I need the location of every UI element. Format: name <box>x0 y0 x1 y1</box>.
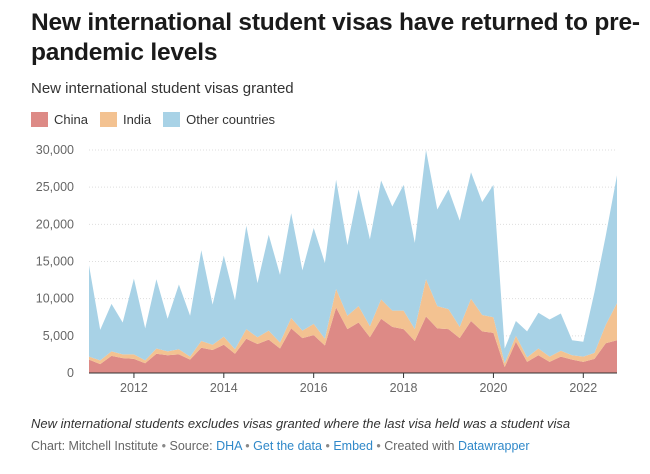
area-other-countries <box>89 150 617 364</box>
legend: China India Other countries <box>31 112 287 127</box>
y-tick-label: 25,000 <box>36 180 74 194</box>
legend-label-china: China <box>54 112 88 127</box>
x-tick-label: 2014 <box>210 381 238 395</box>
legend-swatch-india <box>99 112 117 127</box>
area-china <box>89 307 617 373</box>
source-link[interactable]: DHA <box>216 439 242 453</box>
area-india <box>89 279 617 368</box>
x-tick-label: 2012 <box>120 381 148 395</box>
chart-title: New international student visas have ret… <box>31 9 640 66</box>
created-with: Created with <box>384 439 455 453</box>
separator: • <box>245 439 250 453</box>
y-tick-label: 15,000 <box>36 255 74 269</box>
legend-item-india: India <box>99 112 152 127</box>
embed-link[interactable]: Embed <box>333 439 373 453</box>
legend-item-other-countries: Other countries <box>163 112 275 127</box>
x-tick-label: 2022 <box>569 381 597 395</box>
separator: • <box>376 439 381 453</box>
x-tick-label: 2020 <box>480 381 508 395</box>
legend-label-other-countries: Other countries <box>186 112 276 127</box>
legend-swatch-china <box>31 112 48 127</box>
separator: • <box>325 439 330 453</box>
chart-by: Chart: Mitchell Institute <box>31 439 159 453</box>
y-tick-label: 0 <box>67 366 74 380</box>
separator: • <box>161 439 167 453</box>
x-tick-label: 2018 <box>390 381 418 395</box>
x-tick-label: 2016 <box>300 381 328 395</box>
y-tick-label: 10,000 <box>36 292 74 306</box>
datawrapper-link[interactable]: Datawrapper <box>457 439 530 453</box>
chart-note: New international students excludes visa… <box>31 416 571 431</box>
y-tick-label: 30,000 <box>36 143 74 157</box>
y-tick-label: 5,000 <box>43 329 74 343</box>
get-data-link[interactable]: Get the data <box>253 439 322 453</box>
source-prefix: Source: <box>169 439 213 453</box>
legend-item-china: China <box>31 112 88 127</box>
legend-swatch-other-countries <box>163 112 181 127</box>
chart-subtitle: New international student visas granted <box>31 80 294 97</box>
y-tick-label: 20,000 <box>36 217 74 231</box>
legend-label-india: India <box>122 112 152 127</box>
chart-credits: Chart: Mitchell Institute • Source: DHA … <box>31 439 530 453</box>
